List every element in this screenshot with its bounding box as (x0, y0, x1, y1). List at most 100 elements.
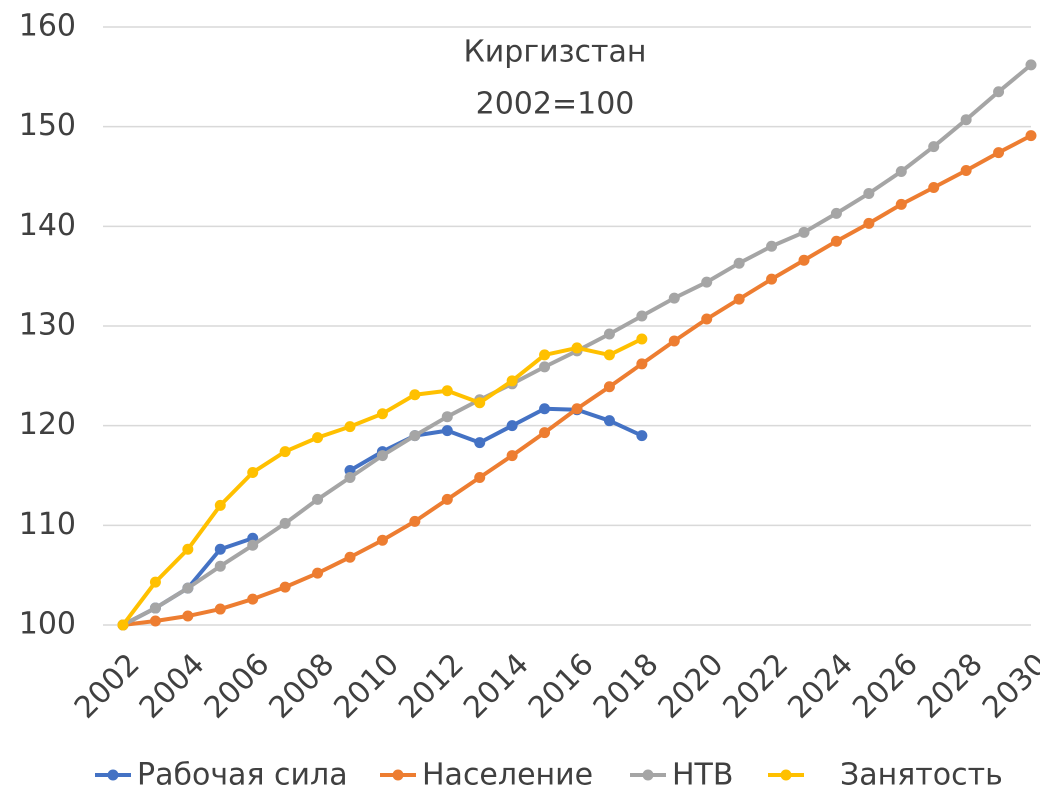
y-tick-label: 100 (19, 607, 76, 642)
point (1025, 130, 1037, 142)
chart-title: Киргизстан (463, 35, 646, 70)
point (344, 421, 356, 433)
point (539, 349, 551, 361)
point (149, 602, 161, 614)
legend-marker (780, 769, 792, 781)
point (636, 333, 648, 345)
x-tick-label: 2004 (133, 647, 212, 726)
x-tick-label: 2028 (911, 647, 990, 726)
point (863, 217, 875, 229)
point (668, 292, 680, 304)
point (247, 467, 259, 479)
series-line (122, 133, 1032, 627)
point (571, 403, 583, 415)
x-tick-label: 2018 (587, 647, 666, 726)
point (344, 471, 356, 483)
point (409, 515, 421, 527)
x-tick-label: 2008 (262, 647, 341, 726)
legend-item: Население (380, 758, 593, 790)
point (312, 567, 324, 579)
point (279, 581, 291, 593)
x-tick-label: 2030 (976, 647, 1040, 726)
point (636, 430, 648, 442)
point (441, 385, 453, 397)
x-tick-label: 2006 (198, 647, 277, 726)
legend-marker (642, 769, 654, 781)
x-tick-label: 2022 (716, 647, 795, 726)
x-tick-label: 2026 (846, 647, 925, 726)
legend-label: Занятость (840, 758, 1003, 790)
point (539, 403, 551, 415)
point (376, 450, 388, 462)
legend-label: Рабочая сила (137, 758, 348, 790)
point (279, 517, 291, 529)
point (571, 342, 583, 354)
point (701, 313, 713, 325)
point (312, 493, 324, 505)
point (182, 543, 194, 555)
point (895, 166, 907, 178)
x-tick-label: 2014 (457, 647, 536, 726)
point (993, 147, 1005, 159)
x-tick-label: 2024 (781, 647, 860, 726)
point (960, 114, 972, 126)
point (506, 450, 518, 462)
legend-marker (107, 769, 119, 781)
y-tick-label: 130 (19, 308, 76, 343)
point (603, 415, 615, 427)
series-line (122, 406, 643, 627)
point (798, 226, 810, 238)
point (117, 619, 129, 631)
x-tick-label: 2010 (327, 647, 406, 726)
point (409, 430, 421, 442)
x-tick-label: 2020 (652, 647, 731, 726)
point (376, 534, 388, 546)
point (733, 257, 745, 269)
point (863, 187, 875, 199)
point (506, 375, 518, 387)
point (182, 610, 194, 622)
x-tick-label: 2016 (522, 647, 601, 726)
y-tick-label: 120 (19, 407, 76, 442)
point (798, 254, 810, 266)
point (312, 432, 324, 444)
point (960, 165, 972, 177)
legend-item: Рабочая сила (95, 758, 348, 790)
legend-item: Занятость (768, 758, 1003, 790)
point (603, 349, 615, 361)
legend-label: Население (422, 758, 593, 790)
point (149, 576, 161, 588)
point (539, 427, 551, 439)
point (636, 358, 648, 370)
point (149, 615, 161, 627)
y-tick-label: 110 (19, 507, 76, 542)
point (409, 389, 421, 401)
legend-item: НТВ (630, 758, 733, 790)
point (214, 543, 226, 555)
point (993, 86, 1005, 98)
series-line (121, 337, 643, 627)
point (733, 293, 745, 305)
point (279, 446, 291, 458)
chart-subtitle: 2002=100 (476, 87, 635, 122)
point (441, 493, 453, 505)
point (376, 408, 388, 420)
point (344, 551, 356, 563)
legend-marker (392, 769, 404, 781)
point (182, 582, 194, 594)
point (506, 420, 518, 432)
point (441, 411, 453, 423)
y-tick-label: 160 (19, 9, 76, 44)
point (474, 437, 486, 449)
point (766, 240, 778, 252)
point (214, 603, 226, 615)
point (214, 499, 226, 511)
point (701, 276, 713, 288)
point (928, 141, 940, 153)
point (247, 593, 259, 605)
point (214, 560, 226, 572)
point (928, 181, 940, 193)
point (668, 335, 680, 347)
point (766, 273, 778, 285)
